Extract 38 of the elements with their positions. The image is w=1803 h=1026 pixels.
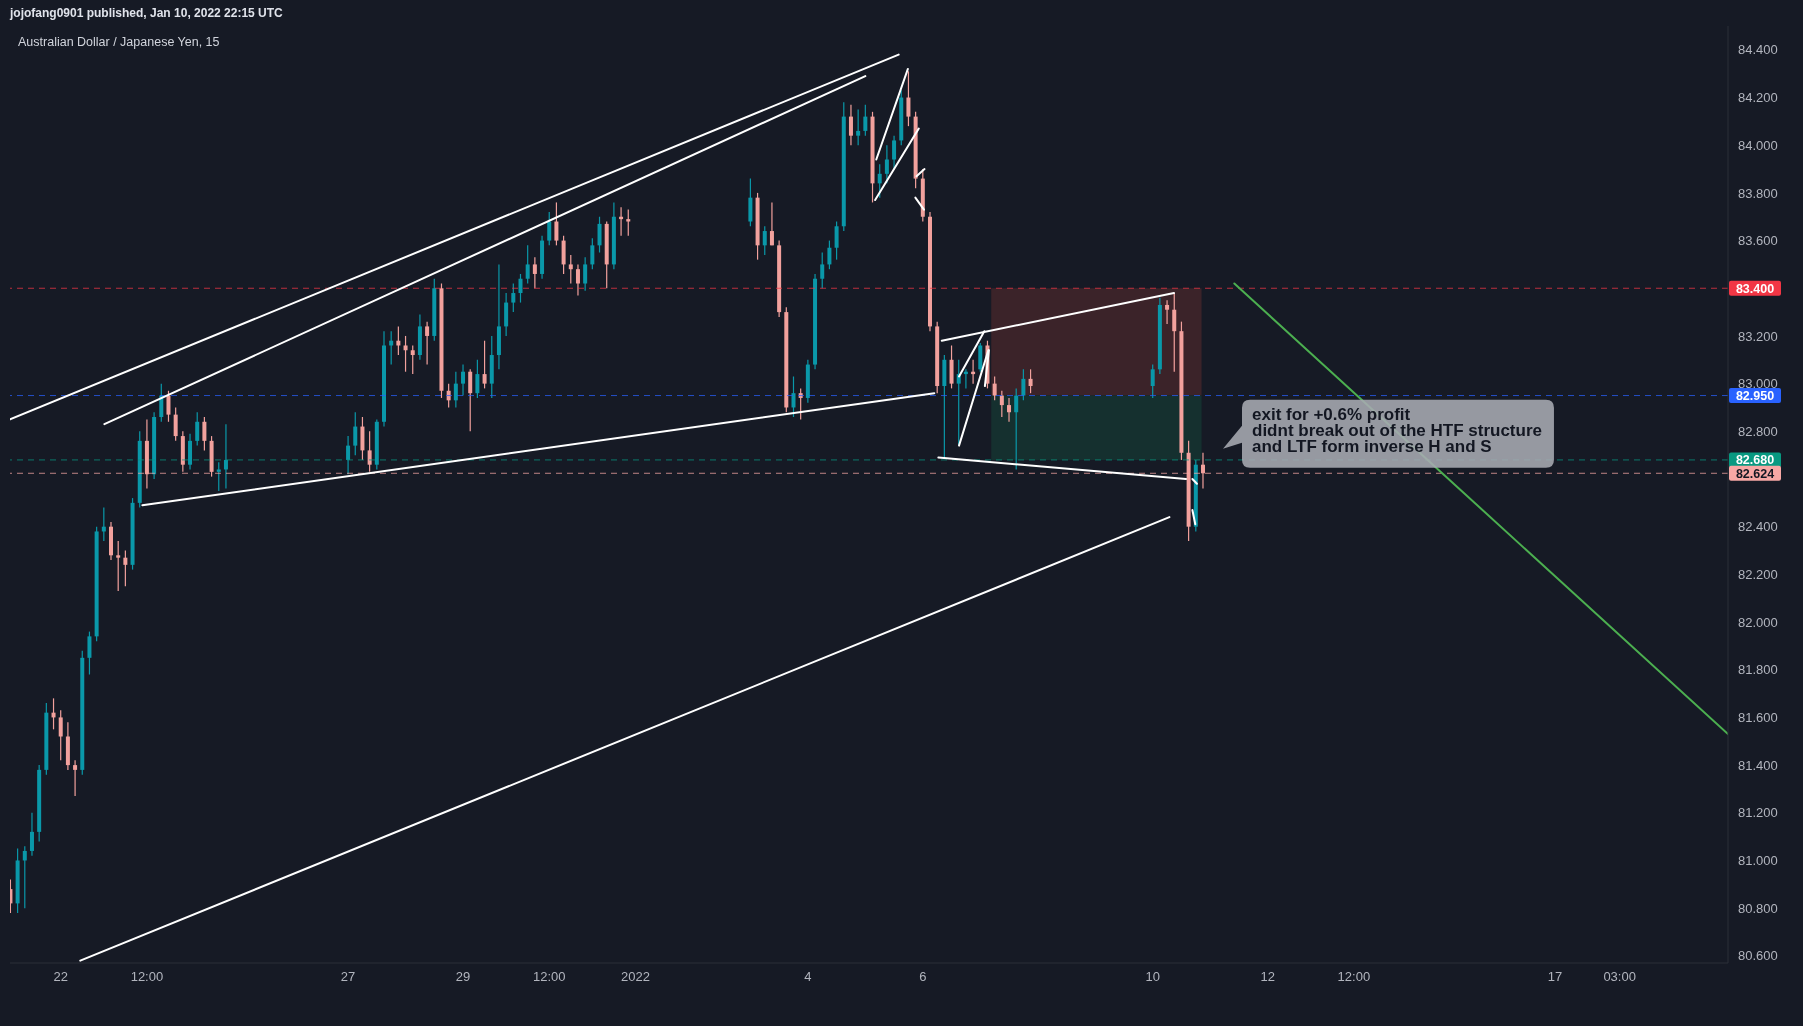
ref-line-label: 82.624 <box>1735 466 1775 481</box>
y-tick-label: 81.600 <box>1738 710 1778 726</box>
y-tick-label: 81.400 <box>1738 757 1778 773</box>
y-tick-label: 80.800 <box>1738 900 1778 916</box>
y-tick-label: 84.000 <box>1738 137 1778 153</box>
x-tick-label: 10 <box>1145 969 1160 985</box>
x-tick-label: 03:00 <box>1603 969 1636 985</box>
x-tick-label: 6 <box>919 969 927 985</box>
y-tick-label: 81.000 <box>1738 853 1778 869</box>
y-tick-label: 82.400 <box>1738 519 1778 535</box>
text: jojofang0901 published, Jan 10, 2022 22:15 UTC <box>9 6 284 20</box>
y-tick-label: 82.200 <box>1738 566 1778 582</box>
annotation: exit for +0.6% profit didnt break out of the HTF structure and LTF form inverse H and S <box>1252 404 1542 456</box>
y-tick-label: 83.800 <box>1738 185 1778 201</box>
x-tick-label: 17 <box>1547 969 1563 985</box>
text: Australian Dollar / Japanese Yen, 15 <box>18 35 220 49</box>
y-tick-label: 81.200 <box>1738 805 1778 821</box>
x-tick-label: 12:00 <box>1337 969 1371 985</box>
x-tick-label: 22 <box>53 969 68 985</box>
ref-line-label: 83.400 <box>1735 281 1775 296</box>
y-tick-label: 81.800 <box>1738 662 1778 678</box>
ref-line-label: 82.950 <box>1735 389 1775 404</box>
y-tick-label: 83.000 <box>1738 376 1778 392</box>
x-tick-label: 12 <box>1260 969 1275 985</box>
x-tick-label: 12:00 <box>130 969 164 985</box>
x-tick-label: 2022 <box>621 969 650 985</box>
x-tick-label: 29 <box>455 969 471 985</box>
y-tick-label: 82.800 <box>1738 423 1778 439</box>
y-tick-label: 84.400 <box>1738 42 1778 58</box>
y-tick-label: 82.000 <box>1738 614 1778 630</box>
x-tick-label: 12:00 <box>532 969 566 985</box>
y-tick-label: 80.600 <box>1738 948 1778 964</box>
y-tick-label: 83.600 <box>1738 233 1778 249</box>
y-tick-label: 83.200 <box>1738 328 1778 344</box>
y-tick-label: 84.200 <box>1738 90 1778 106</box>
x-tick-label: 27 <box>340 969 356 985</box>
x-tick-label: 4 <box>804 969 812 985</box>
ref-line-label: 82.680 <box>1735 453 1775 468</box>
